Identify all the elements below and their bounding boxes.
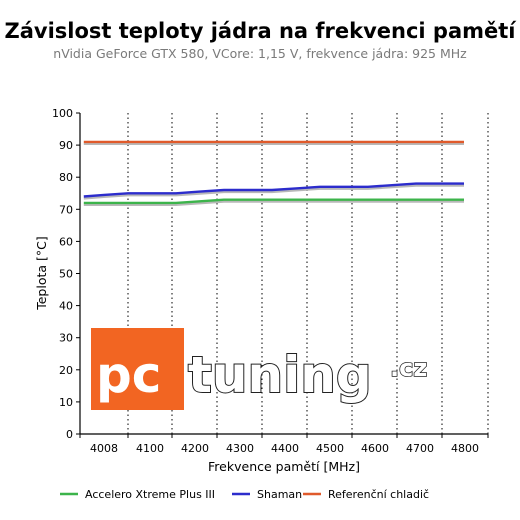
watermark-pc-text: pc (96, 346, 161, 404)
y-tick-label: 60 (59, 235, 73, 248)
legend-item: Accelero Xtreme Plus III (60, 488, 215, 501)
y-tick-label: 70 (59, 203, 73, 216)
x-tick-label: 4700 (406, 442, 434, 455)
chart-title: Závislost teploty jádra na frekvenci pam… (4, 19, 517, 43)
x-tick-label: 4300 (226, 442, 254, 455)
series (83, 140, 464, 206)
y-axis-label: Teplota [°C] (34, 236, 49, 311)
series-shadow (83, 184, 464, 200)
y-tick-label: 20 (59, 364, 73, 377)
y-tick-label: 90 (59, 139, 73, 152)
y-tick-label: 0 (66, 428, 73, 441)
x-tick-label: 4800 (451, 442, 479, 455)
series-line (83, 182, 464, 198)
legend-item: Shaman (232, 488, 302, 501)
watermark-cz-text: .cz (390, 354, 427, 382)
y-tick-label: 30 (59, 332, 73, 345)
y-tick-label: 40 (59, 300, 73, 313)
x-tick-label: 4100 (136, 442, 164, 455)
series-line (83, 198, 464, 205)
legend: Accelero Xtreme Plus III Shaman Referenční… (60, 488, 429, 501)
y-tick-label: 80 (59, 171, 73, 184)
watermark-orange-box (91, 328, 184, 410)
x-axis-label: Frekvence pamětí [MHz] (208, 459, 360, 474)
x-tick-label: 4400 (271, 442, 299, 455)
chart-subtitle: nVidia GeForce GTX 580, VCore: 1,15 V, f… (53, 46, 467, 61)
legend-label: Shaman (257, 488, 302, 501)
x-tick-label: 4008 (90, 442, 118, 455)
x-tick-label: 4600 (361, 442, 389, 455)
legend-label: Referenční chladič (328, 488, 429, 501)
y-tick-label: 100 (52, 107, 73, 120)
series-shadow (83, 200, 464, 206)
y-tick-label: 10 (59, 396, 73, 409)
x-axis-ticks: 4008 4100 4200 4300 4400 4500 4600 4700 4800 (79, 434, 489, 455)
x-tick-label: 4500 (316, 442, 344, 455)
y-axis-ticks: 0 10 20 30 40 50 60 70 80 90 100 (52, 107, 80, 441)
pctuning-watermark-logo: pc tuning .cz (91, 328, 428, 410)
x-tick-label: 4200 (181, 442, 209, 455)
legend-label: Accelero Xtreme Plus III (85, 488, 215, 501)
y-tick-label: 50 (59, 268, 73, 281)
legend-item: Referenční chladič (303, 488, 429, 501)
watermark-tuning-text: tuning (188, 346, 372, 404)
